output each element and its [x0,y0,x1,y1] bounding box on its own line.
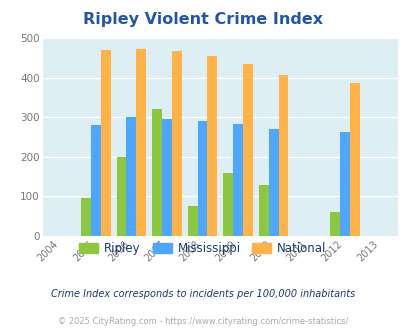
Text: © 2025 CityRating.com - https://www.cityrating.com/crime-statistics/: © 2025 CityRating.com - https://www.city… [58,317,347,326]
Bar [232,124,243,236]
Bar [223,173,232,236]
Bar [187,206,197,236]
Bar [329,212,339,236]
Bar [243,64,252,236]
Bar [207,56,217,236]
Bar [91,125,101,236]
Text: Crime Index corresponds to incidents per 100,000 inhabitants: Crime Index corresponds to incidents per… [51,289,354,299]
Bar [258,185,268,236]
Bar [126,117,136,236]
Bar [268,129,278,236]
Legend: Ripley, Mississippi, National: Ripley, Mississippi, National [75,237,330,260]
Bar [162,119,172,236]
Bar [278,75,288,236]
Text: Ripley Violent Crime Index: Ripley Violent Crime Index [83,12,322,26]
Bar [116,157,126,236]
Bar [339,132,349,236]
Bar [101,50,111,236]
Bar [81,198,91,236]
Bar [197,121,207,236]
Bar [152,109,162,236]
Bar [172,50,181,236]
Bar [136,49,146,236]
Bar [349,83,359,236]
